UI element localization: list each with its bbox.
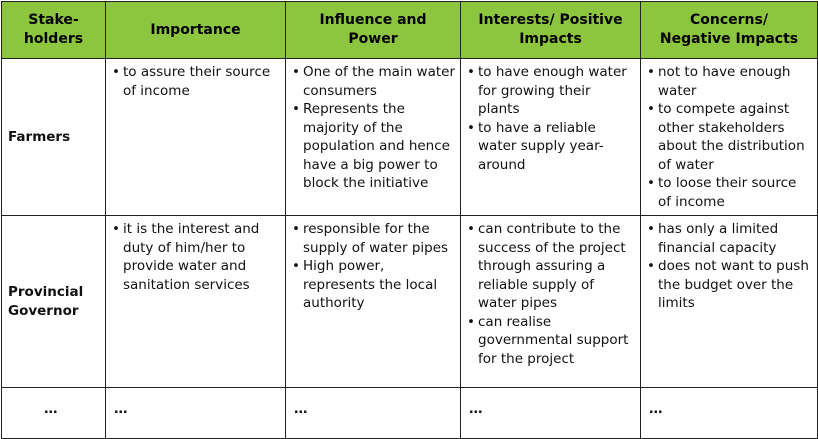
list-item: • Represents the majority of the populati… bbox=[292, 101, 450, 191]
list-item: • not to have enough water bbox=[647, 64, 791, 99]
header-influence-line2: Power bbox=[348, 31, 398, 47]
bullet-icon: • bbox=[112, 64, 120, 80]
header-stakeholders: Stake- holders bbox=[1, 1, 106, 59]
bullet-icon: • bbox=[467, 313, 475, 330]
header-concerns: Concerns/ Negative Impacts bbox=[640, 1, 818, 59]
header-concerns-line2: Negative Impacts bbox=[659, 31, 799, 47]
bullet-icon: • bbox=[112, 221, 120, 237]
bullet-icon: • bbox=[467, 64, 475, 80]
ellipsis: … bbox=[114, 400, 128, 417]
stakeholder-cell: Provincial Governor bbox=[1, 215, 106, 388]
list-item: • to have enough water for growing their … bbox=[467, 64, 627, 117]
concerns-cell: • has only a limited financial capacity •… bbox=[640, 215, 818, 388]
stakeholder-name: Farmers bbox=[8, 128, 71, 145]
header-stakeholders-line2: holders bbox=[23, 31, 84, 47]
importance-cell: • it is the interest and duty of him/her … bbox=[105, 215, 286, 388]
importance-cell: … bbox=[105, 387, 286, 439]
bullet-icon: • bbox=[467, 221, 475, 237]
interests-cell: • to have enough water for growing their … bbox=[460, 58, 641, 216]
list-item: • to loose their source of income bbox=[647, 175, 797, 210]
importance-cell: • to assure their source of income bbox=[105, 58, 286, 216]
header-importance: Importance bbox=[105, 1, 286, 59]
list-item: • can realise governmental support for th… bbox=[467, 313, 629, 367]
bullet-icon: • bbox=[647, 258, 655, 274]
header-influence: Influence and Power bbox=[285, 1, 461, 59]
bullet-icon: • bbox=[647, 221, 655, 237]
stakeholder-cell: … bbox=[1, 387, 106, 439]
bullet-icon: • bbox=[647, 64, 655, 80]
list-item: • to have a reliable water supply year-ar… bbox=[467, 119, 604, 173]
table-row: Farmers • to assure their source of incom… bbox=[1, 58, 818, 216]
ellipsis: … bbox=[469, 400, 483, 417]
interests-cell: … bbox=[460, 387, 641, 439]
influence-cell: … bbox=[285, 387, 461, 439]
concerns-cell: … bbox=[640, 387, 818, 439]
stakeholder-name-line2: Governor bbox=[8, 302, 79, 319]
concerns-cell: • not to have enough water • to compete ag… bbox=[640, 58, 818, 216]
table-row: … … … … … bbox=[1, 387, 818, 439]
header-stakeholders-line1: Stake- bbox=[28, 12, 79, 28]
bullet-icon: • bbox=[292, 64, 300, 80]
list-item: • does not want to push the budget over t… bbox=[647, 258, 809, 311]
stakeholder-name-line1: Provincial bbox=[8, 284, 84, 300]
bullet-icon: • bbox=[467, 119, 475, 136]
table-row: Provincial Governor • it is the interest … bbox=[1, 215, 818, 388]
influence-cell: • responsible for the supply of water pip… bbox=[285, 215, 461, 388]
header-row: Stake- holders Importance Influence and … bbox=[1, 1, 818, 59]
list-item: • can contribute to the success of the pr… bbox=[467, 221, 626, 311]
header-interests: Interests/ Positive Impacts bbox=[460, 1, 641, 59]
interests-cell: • can contribute to the success of the pr… bbox=[460, 215, 641, 388]
bullet-icon: • bbox=[292, 221, 300, 237]
header-interests-line1: Interests/ Positive bbox=[478, 12, 623, 28]
header-concerns-line1: Concerns/ bbox=[690, 12, 768, 28]
ellipsis: … bbox=[294, 400, 308, 417]
list-item: • to compete against other stakeholders a… bbox=[647, 101, 805, 173]
list-item: • to assure their source of income bbox=[112, 64, 271, 99]
list-item: • High power, represents the local author… bbox=[292, 258, 438, 311]
list-item: • responsible for the supply of water pip… bbox=[292, 221, 449, 256]
list-item: • has only a limited financial capacity bbox=[647, 221, 779, 256]
bullet-icon: • bbox=[292, 101, 300, 117]
influence-cell: • One of the main water consumers • Repres… bbox=[285, 58, 461, 216]
ellipsis: … bbox=[649, 400, 663, 417]
bullet-icon: • bbox=[647, 175, 655, 191]
header-interests-line2: Impacts bbox=[519, 31, 582, 47]
ellipsis: … bbox=[44, 400, 58, 417]
bullet-icon: • bbox=[647, 101, 655, 117]
list-item: • One of the main water consumers bbox=[292, 64, 456, 99]
header-influence-line1: Influence and bbox=[319, 12, 427, 28]
header-importance-label: Importance bbox=[150, 21, 241, 38]
list-item: • it is the interest and duty of him/her … bbox=[112, 221, 260, 293]
stakeholder-cell: Farmers bbox=[1, 58, 106, 216]
bullet-icon: • bbox=[292, 258, 300, 274]
